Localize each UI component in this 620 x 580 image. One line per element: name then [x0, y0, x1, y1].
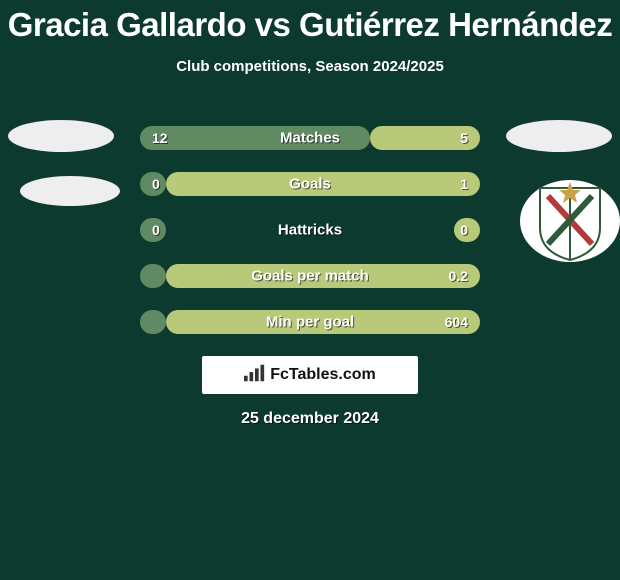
date-text: 25 december 2024 [0, 410, 620, 428]
stat-name: Hattricks [140, 222, 480, 239]
player-left-avatar-2 [20, 176, 120, 206]
value-right: 5 [460, 130, 468, 146]
stat-row-goals: 0 1 Goals [140, 172, 480, 196]
bar-left [140, 310, 166, 334]
bar-left [140, 126, 370, 150]
club-crest [520, 180, 620, 262]
bar-right [166, 172, 480, 196]
subtitle: Club competitions, Season 2024/2025 [0, 58, 620, 75]
stat-row-min-per-goal: 604 Min per goal [140, 310, 480, 334]
stat-row-hattricks: 0 0 Hattricks [140, 218, 480, 242]
bar-right [166, 310, 480, 334]
stat-row-matches: 12 5 Matches [140, 126, 480, 150]
value-right: 0 [460, 222, 468, 238]
value-left: 0 [152, 176, 160, 192]
chart-icon [244, 364, 266, 387]
value-left: 0 [152, 222, 160, 238]
comparison-stats: 12 5 Matches 0 1 Goals 0 0 Hattricks 0.2… [140, 126, 480, 356]
page-title: Gracia Gallardo vs Gutiérrez Hernández [0, 0, 620, 44]
branding-text: FcTables.com [270, 366, 376, 384]
value-right: 604 [445, 314, 468, 330]
stat-row-goals-per-match: 0.2 Goals per match [140, 264, 480, 288]
player-left-avatar-1 [8, 120, 114, 152]
bar-right [166, 264, 480, 288]
bar-left [140, 264, 166, 288]
value-left: 12 [152, 130, 168, 146]
branding-banner[interactable]: FcTables.com [202, 356, 418, 394]
value-right: 0.2 [449, 268, 468, 284]
value-right: 1 [460, 176, 468, 192]
player-right-avatar [506, 120, 612, 152]
